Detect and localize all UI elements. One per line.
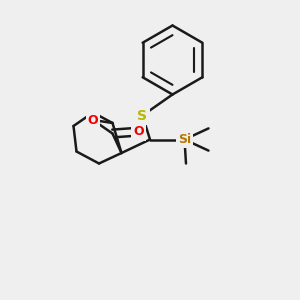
Text: Si: Si <box>178 133 191 146</box>
Text: O: O <box>134 125 144 139</box>
Text: S: S <box>137 109 148 122</box>
Text: O: O <box>88 113 98 127</box>
